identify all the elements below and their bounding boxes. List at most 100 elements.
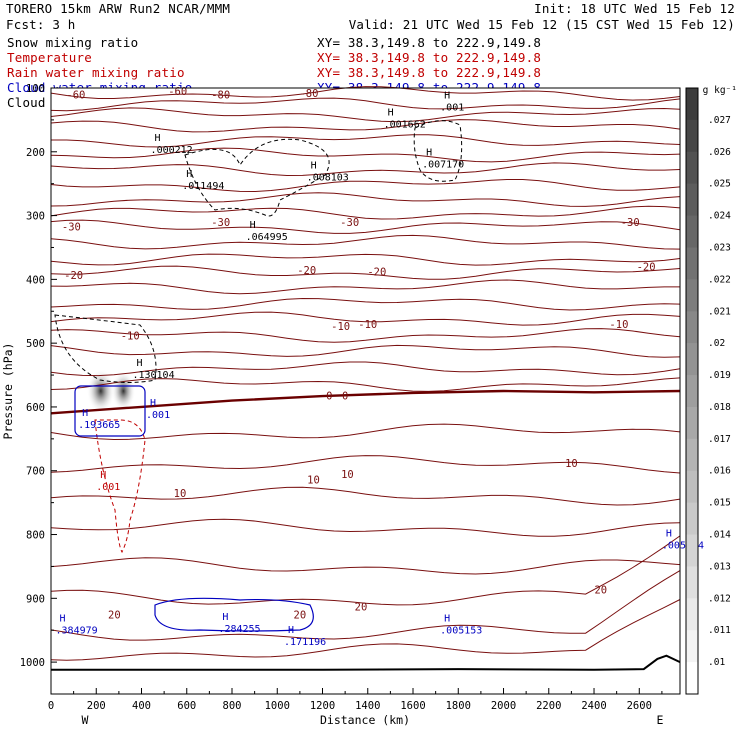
y-axis-label: Pressure (hPa) — [1, 343, 15, 440]
freezing-level-line — [50, 389, 681, 415]
isotherm-label: -60 — [168, 86, 187, 98]
isotherm-label: 10 — [174, 488, 187, 500]
maximum-marker-H: H — [388, 108, 394, 119]
isotherm-line — [50, 518, 681, 537]
isotherm-label: 10 — [307, 475, 320, 487]
colorbar-swatch — [686, 279, 698, 312]
maximum-value-label: .008103 — [307, 172, 349, 183]
y-tick-label: 700 — [26, 466, 45, 478]
isotherm-line — [50, 147, 681, 163]
cloud-ice-contour — [184, 138, 330, 217]
contour-labels: -60 -60 -80 -80-30 -30 -30 -30-20 -20 -20 -20-10-… — [56, 86, 705, 648]
isotherm-line — [50, 328, 681, 343]
x-tick-label: 400 — [132, 700, 151, 712]
isotherm-label: -80 — [299, 88, 318, 100]
x-axis-label: Distance (km) — [320, 713, 410, 727]
colorbar-swatch — [686, 630, 698, 663]
maximum-value-label: .284255 — [218, 624, 260, 635]
maximum-value-label: .000212 — [151, 145, 193, 156]
y-tick-label: 600 — [26, 402, 45, 414]
x-tick-label: 2200 — [536, 700, 561, 712]
isotherm-line — [50, 219, 681, 234]
x-tick-label: 1200 — [310, 700, 335, 712]
maximum-marker-H: H — [60, 613, 66, 624]
isotherm-line — [50, 86, 681, 101]
maximum-marker-H: H — [150, 398, 156, 409]
temperature-contours — [50, 86, 681, 671]
isotherm-label: -30 — [621, 217, 640, 229]
isotherm-line — [50, 455, 681, 474]
isotherm-label: -30 — [62, 221, 81, 233]
isotherm-line — [50, 107, 681, 123]
isotherm-line — [50, 265, 681, 280]
colorbar-tick-label: .022 — [708, 274, 731, 285]
maximum-marker-H: H — [222, 612, 228, 623]
header-valid: Valid: 21 UTC Wed 15 Feb 12 (15 CST Wed … — [349, 17, 735, 32]
colorbar-tick-label: .019 — [708, 370, 731, 381]
isotherm-label: 20 — [294, 609, 307, 621]
isotherm-label: -20 — [297, 265, 316, 277]
x-tick-label: 1800 — [446, 700, 471, 712]
colorbar-tick-label: .02 — [708, 338, 725, 349]
isotherm-label: -30 — [211, 217, 230, 229]
maximum-value-label: .193665 — [78, 420, 120, 431]
terrain-line — [51, 654, 681, 671]
field-cross-section: XY= 38.3,149.8 to 222.9,149.8 — [317, 35, 541, 50]
field-name: Temperature — [7, 50, 92, 65]
isotherm-line — [50, 279, 680, 295]
maximum-value-label: .001 — [96, 482, 120, 493]
colorbar-tick-label: .013 — [708, 561, 731, 572]
isotherm-line — [50, 557, 681, 575]
isotherm-line — [50, 423, 681, 441]
x-tick-label: 2600 — [627, 700, 652, 712]
colorbar-tick-label: .016 — [708, 466, 731, 477]
field-name: Snow mixing ratio — [7, 35, 138, 50]
isotherm-line — [50, 253, 681, 266]
x-tick-label: 2400 — [581, 700, 606, 712]
maximum-marker-H: H — [666, 529, 672, 540]
isotherm-label: -10 — [121, 331, 140, 343]
maximum-marker-H: H — [288, 625, 294, 636]
colorbar-tick-label: .017 — [708, 434, 731, 445]
maximum-marker-H: H — [311, 160, 317, 171]
y-tick-label: 100 — [26, 83, 45, 95]
maximum-marker-H: H — [444, 90, 450, 101]
isotherm-label: -80 — [211, 89, 230, 101]
colorbar-swatch — [686, 662, 698, 695]
y-tick-label: 1000 — [20, 657, 45, 669]
x-tick-label: 0 — [48, 700, 54, 712]
isotherm-label: -30 — [340, 217, 359, 229]
colorbar-swatch — [686, 183, 698, 217]
isotherm-line — [50, 97, 681, 112]
isotherm-label: -10 — [331, 321, 350, 333]
colorbar-swatch — [686, 566, 698, 599]
isotherm-line — [50, 297, 681, 311]
isotherm-line — [50, 599, 681, 661]
snow-maximum-shading — [86, 369, 115, 413]
isotherm-line — [50, 205, 681, 220]
colorbar-tick-label: .026 — [708, 147, 731, 158]
maximum-value-label: .384979 — [56, 625, 98, 636]
isotherm-label: 10 — [341, 469, 354, 481]
colorbar-units: g kg⁻¹ — [703, 85, 737, 96]
isotherm-label: -10 — [609, 319, 628, 331]
colorbar-swatch — [686, 470, 698, 504]
colorbar-swatch — [686, 151, 698, 185]
maximum-value-label: .001 — [440, 102, 464, 113]
mixing-ratio-contours — [54, 120, 463, 632]
colorbar-swatch — [686, 598, 698, 631]
isotherm-label: -20 — [637, 262, 656, 274]
colorbar-tick-label: .012 — [708, 593, 731, 604]
isotherm-line — [50, 570, 681, 641]
maximum-value-label: .001662 — [384, 120, 426, 131]
x-tick-label: 2000 — [491, 700, 516, 712]
colorbar-tick-label: .014 — [708, 530, 731, 541]
isotherm-line — [50, 179, 681, 193]
field-cross-section: XY= 38.3,149.8 to 222.9,149.8 — [317, 65, 541, 80]
maximum-value-label: .130104 — [132, 370, 174, 381]
colorbar-swatch — [686, 502, 698, 536]
x-tick-label: 1600 — [400, 700, 425, 712]
isotherm-line — [50, 119, 681, 133]
snow-shading — [86, 369, 136, 413]
maximum-value-label: .064995 — [246, 232, 288, 243]
